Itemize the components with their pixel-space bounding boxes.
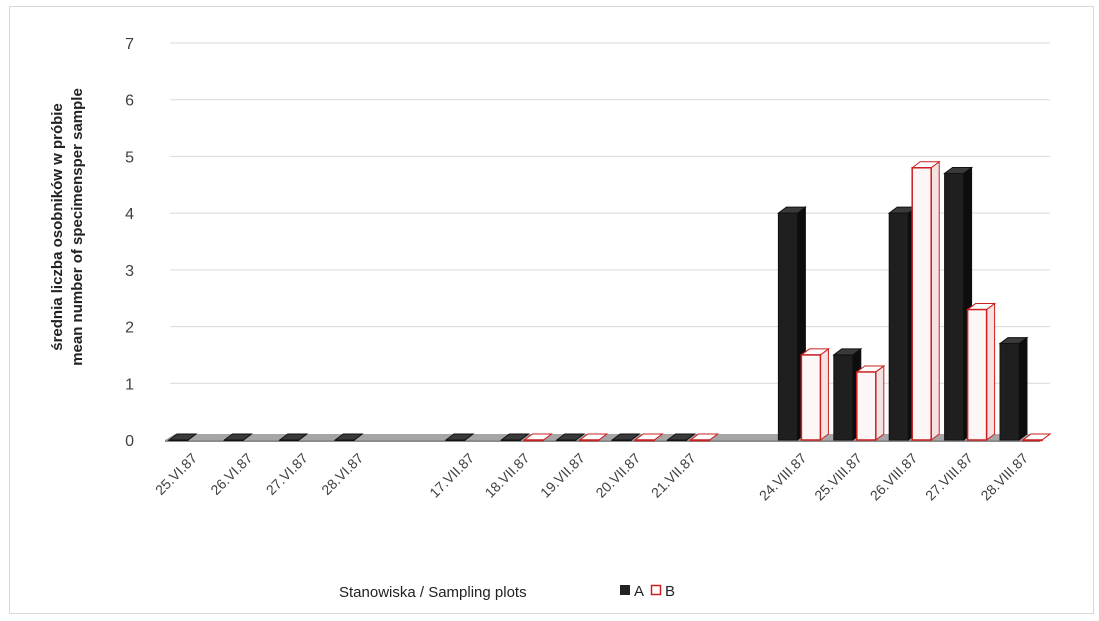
bar-front [911, 167, 932, 441]
chart-frame: 0 1 2 3 4 5 6 7 25.VI.87 26.VI.87 27.VI.87 28.VI.8… [9, 6, 1094, 614]
x-tick-label: 26.VIII.87 [867, 450, 921, 504]
bar-front [523, 439, 545, 442]
bar-a [555, 433, 586, 441]
x-tick-label: 24.VIII.87 [756, 450, 810, 504]
gridlines [170, 42, 1050, 384]
y-axis-ticks: 0 1 2 3 4 5 6 7 [125, 36, 134, 450]
bar-front [634, 439, 655, 442]
legend: Stanowiska / Sampling plots A B [339, 583, 675, 601]
bar-front [500, 439, 521, 441]
y-tick-label: 5 [125, 149, 134, 166]
x-tick-label: 25.VIII.87 [811, 450, 865, 504]
x-tick-label: 25.VI.87 [152, 450, 200, 498]
bar-side [875, 364, 885, 441]
bar-b [633, 433, 664, 442]
bar-side [986, 302, 996, 441]
bar-front [1022, 439, 1043, 442]
y-axis-label-line2: mean number of specimensper sample [69, 88, 86, 366]
x-tick-label: 28.VIII.87 [977, 450, 1031, 504]
legend-swatch-b [650, 584, 662, 596]
bar-front [667, 439, 688, 441]
bar-a [333, 433, 364, 441]
bar-a [666, 433, 697, 441]
x-tick-label: 17.VII.87 [426, 450, 477, 501]
bar-front [279, 439, 300, 441]
bar-front [445, 439, 466, 441]
y-tick-label: 2 [125, 320, 134, 337]
bar-a [278, 433, 309, 441]
legend-label-b: B [665, 583, 675, 600]
x-tick-label: 27.VI.87 [263, 450, 311, 498]
bar-a [222, 433, 253, 441]
y-tick-label: 6 [125, 93, 134, 110]
x-axis-label: Stanowiska / Sampling plots [339, 584, 527, 601]
y-tick-label: 4 [125, 206, 134, 223]
bar-front [168, 439, 189, 441]
x-axis-ticks: 25.VI.87 26.VI.87 27.VI.87 28.VI.87 17.VII.8… [152, 450, 1031, 504]
y-tick-label: 3 [125, 263, 134, 280]
x-tick-label: 27.VIII.87 [922, 450, 976, 504]
bar-a [167, 433, 198, 441]
bar-front [334, 439, 355, 441]
chart-floor [165, 434, 1050, 442]
bar-a [444, 433, 475, 441]
legend-swatch-a [620, 585, 630, 595]
legend-label-a: A [634, 583, 644, 600]
x-tick-label: 21.VII.87 [648, 450, 699, 501]
bars [167, 160, 1052, 442]
y-tick-label: 0 [125, 433, 134, 450]
bar-front [966, 308, 988, 441]
bar-b [855, 364, 886, 441]
x-tick-label: 20.VII.87 [592, 450, 643, 501]
bar-a [998, 336, 1029, 441]
floor-edge [165, 440, 1040, 442]
bar-front [579, 439, 600, 442]
bar-front [856, 371, 877, 441]
bar-b [966, 302, 997, 441]
bar-b [689, 433, 720, 442]
y-tick-label: 1 [125, 376, 134, 393]
bar-a [943, 166, 974, 441]
bar-a [499, 433, 530, 441]
x-tick-label: 26.VI.87 [207, 450, 255, 498]
x-tick-label: 18.VII.87 [482, 450, 533, 501]
bar-front [689, 439, 711, 442]
bar-side [819, 347, 829, 441]
bar-b [1021, 433, 1052, 442]
bar-front [800, 354, 822, 441]
bar-front [999, 343, 1020, 441]
bar-side [1018, 336, 1028, 441]
bar-side [930, 160, 940, 441]
bar-front [833, 354, 854, 441]
bar-a [610, 433, 641, 441]
bar-front [223, 439, 244, 441]
y-tick-label: 7 [125, 36, 134, 53]
bar-b [522, 433, 553, 442]
bar-chart: 0 1 2 3 4 5 6 7 25.VI.87 26.VI.87 27.VI.87 28.VI.8… [49, 36, 1052, 601]
floor-top [165, 434, 1050, 440]
bar-front [944, 172, 965, 441]
x-tick-label: 19.VII.87 [537, 450, 588, 501]
bar-front [888, 212, 909, 441]
y-axis-label-line1: średnia liczba osobników w próbie [49, 103, 66, 351]
x-tick-label: 28.VI.87 [318, 450, 366, 498]
bar-front [777, 212, 798, 441]
bar-b [799, 347, 830, 441]
bar-b [910, 160, 941, 441]
bar-front [611, 439, 632, 441]
bar-b [578, 433, 609, 442]
bar-front [556, 439, 577, 441]
